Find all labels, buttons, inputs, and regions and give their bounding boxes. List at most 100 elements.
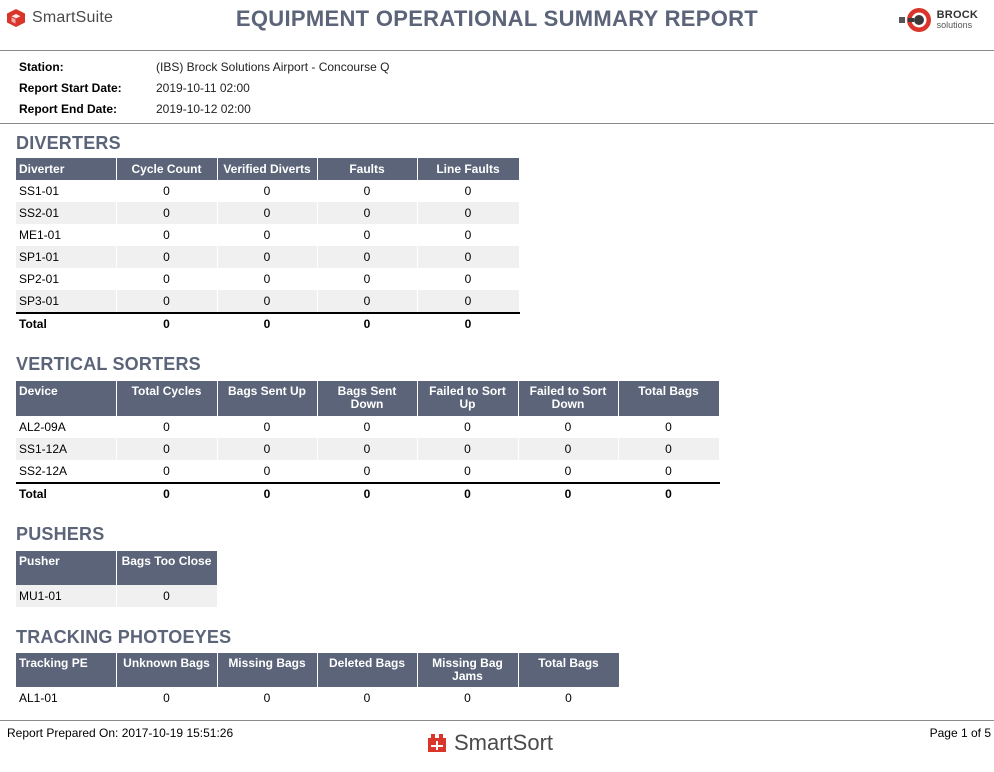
table-row: SP2-01 0 0 0 0 bbox=[16, 268, 520, 290]
column-header: Diverter bbox=[16, 158, 117, 180]
pushers-title: PUSHERS bbox=[16, 524, 105, 544]
smartsort-icon bbox=[428, 734, 446, 752]
table-cell: 0 bbox=[417, 268, 520, 290]
table-cell: 0 bbox=[116, 268, 218, 290]
station-label: Station: bbox=[19, 59, 64, 74]
total-row: Total 0 0 0 0 bbox=[16, 312, 520, 333]
table-cell: 0 bbox=[618, 438, 720, 460]
tracking-photoeyes-title: TRACKING PHOTOEYES bbox=[16, 627, 232, 647]
table-cell: 0 bbox=[518, 687, 620, 709]
table-cell: 0 bbox=[116, 224, 218, 246]
table-cell: SS2-01 bbox=[16, 202, 117, 224]
smartsuite-logo: SmartSuite bbox=[6, 8, 113, 28]
table-cell: 0 bbox=[217, 202, 318, 224]
table-cell: SP2-01 bbox=[16, 268, 117, 290]
report-title: EQUIPMENT OPERATIONAL SUMMARY REPORT bbox=[235, 6, 759, 31]
table-cell: SP3-01 bbox=[16, 290, 117, 313]
total-cell: 0 bbox=[518, 482, 619, 503]
brock-sub: solutions bbox=[936, 20, 973, 30]
table-cell: ME1-01 bbox=[16, 224, 117, 246]
column-header: Total Bags bbox=[518, 653, 620, 687]
column-header: Missing Bags bbox=[217, 653, 318, 687]
tracking-photoeyes-header-row: Tracking PE Unknown Bags Missing Bags De… bbox=[16, 653, 620, 687]
footer-divider bbox=[0, 720, 994, 721]
table-cell: 0 bbox=[417, 224, 520, 246]
column-header: Verified Diverts bbox=[217, 158, 318, 180]
table-cell: AL2-09A bbox=[16, 416, 117, 438]
column-header: Missing Bag Jams bbox=[417, 653, 519, 687]
table-cell: 0 bbox=[116, 290, 218, 313]
table-cell: 0 bbox=[417, 416, 519, 438]
vertical-sorters-table: Device Total Cycles Bags Sent Up Bags Se… bbox=[16, 381, 720, 503]
table-cell: 0 bbox=[217, 268, 318, 290]
table-cell: 0 bbox=[618, 416, 720, 438]
diverters-header-row: Diverter Cycle Count Verified Diverts Fa… bbox=[16, 158, 520, 180]
smartsort-logo: SmartSort bbox=[428, 730, 553, 756]
table-cell: 0 bbox=[317, 438, 418, 460]
total-cell: 0 bbox=[217, 482, 318, 503]
pushers-header-row: Pusher Bags Too Close bbox=[16, 551, 218, 585]
column-header: Device bbox=[16, 381, 117, 416]
table-cell: 0 bbox=[116, 585, 218, 607]
total-cell: 0 bbox=[317, 312, 418, 333]
table-cell: 0 bbox=[116, 687, 218, 709]
diverters-table: Diverter Cycle Count Verified Diverts Fa… bbox=[16, 158, 520, 333]
table-cell: 0 bbox=[618, 460, 720, 483]
station-value: (IBS) Brock Solutions Airport - Concours… bbox=[156, 59, 390, 74]
table-cell: SS1-01 bbox=[16, 180, 117, 202]
table-cell: 0 bbox=[217, 224, 318, 246]
table-cell: 0 bbox=[317, 290, 418, 313]
total-cell: 0 bbox=[116, 482, 218, 503]
table-cell: 0 bbox=[518, 460, 619, 483]
report-header: SmartSuite EQUIPMENT OPERATIONAL SUMMARY… bbox=[0, 0, 994, 51]
end-date-value: 2019-10-12 02:00 bbox=[156, 101, 251, 116]
table-cell: 0 bbox=[217, 290, 318, 313]
smartsort-logo-text: SmartSort bbox=[454, 730, 554, 755]
diverters-title: DIVERTERS bbox=[16, 133, 121, 153]
column-header: Bags Sent Down bbox=[317, 381, 418, 416]
table-cell: 0 bbox=[417, 246, 520, 268]
table-row: SS1-12A 0 0 0 0 0 0 bbox=[16, 438, 720, 460]
table-cell: 0 bbox=[317, 687, 418, 709]
total-cell: 0 bbox=[618, 482, 720, 503]
column-header: Line Faults bbox=[417, 158, 520, 180]
brock-name: BROCK bbox=[936, 9, 978, 21]
table-cell: 0 bbox=[317, 416, 418, 438]
total-cell: 0 bbox=[417, 482, 519, 503]
table-row: SS2-12A 0 0 0 0 0 0 bbox=[16, 460, 720, 483]
table-row: SS2-01 0 0 0 0 bbox=[16, 202, 520, 224]
table-cell: 0 bbox=[116, 416, 218, 438]
table-cell: 0 bbox=[417, 438, 519, 460]
total-cell: 0 bbox=[116, 312, 218, 333]
brock-wordmark: BROCK solutions bbox=[936, 9, 978, 31]
start-date-row: Report Start Date: 2019-10-11 02:00 bbox=[19, 77, 389, 98]
column-header: Bags Too Close bbox=[116, 551, 218, 585]
total-cell: 0 bbox=[217, 312, 318, 333]
table-cell: 0 bbox=[417, 687, 519, 709]
tracking-photoeyes-table: Tracking PE Unknown Bags Missing Bags De… bbox=[16, 653, 620, 709]
column-header: Faults bbox=[317, 158, 418, 180]
table-row: SP1-01 0 0 0 0 bbox=[16, 246, 520, 268]
table-cell: 0 bbox=[116, 460, 218, 483]
table-cell: 0 bbox=[417, 180, 520, 202]
table-cell: 0 bbox=[317, 460, 418, 483]
pushers-table: Pusher Bags Too Close MU1-01 0 bbox=[16, 551, 218, 607]
table-cell: 0 bbox=[217, 438, 318, 460]
table-cell: 0 bbox=[518, 438, 619, 460]
table-cell: 0 bbox=[417, 290, 520, 313]
column-header: Cycle Count bbox=[116, 158, 218, 180]
brock-logo: BROCK solutions bbox=[898, 6, 978, 34]
table-row: AL2-09A 0 0 0 0 0 0 bbox=[16, 416, 720, 438]
brock-gear-icon bbox=[898, 8, 931, 32]
end-date-row: Report End Date: 2019-10-12 02:00 bbox=[19, 98, 389, 119]
table-cell: MU1-01 bbox=[16, 585, 117, 607]
table-cell: 0 bbox=[317, 224, 418, 246]
table-row: MU1-01 0 bbox=[16, 585, 218, 607]
column-header: Total Bags bbox=[618, 381, 720, 416]
table-row: SP3-01 0 0 0 0 bbox=[16, 290, 520, 313]
report-info: Station: (IBS) Brock Solutions Airport -… bbox=[19, 56, 389, 119]
table-row: AL1-01 0 0 0 0 0 bbox=[16, 687, 620, 709]
column-header: Unknown Bags bbox=[116, 653, 218, 687]
smartsuite-cube-icon bbox=[7, 9, 25, 27]
table-cell: 0 bbox=[417, 460, 519, 483]
